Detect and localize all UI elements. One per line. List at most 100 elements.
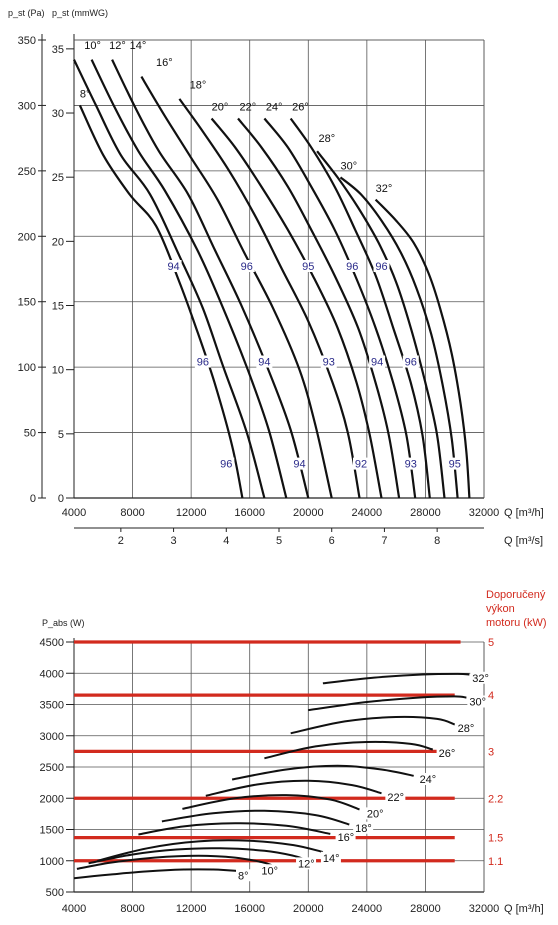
power-label-bg [296,857,317,870]
efficiency-label-bg [446,457,463,470]
x-tick-label: 24000 [352,507,383,519]
blade-angle-label: 20° [212,102,229,114]
blade-angle-curve [111,59,310,499]
power-curve-label: 12° [298,858,315,870]
power-axes: 4000 8000 12000 16000 20000 24000 28000 3200050… [40,637,500,915]
power-curve [76,854,273,870]
mmwg-tick-label: 35 [52,44,64,56]
pa-tick-label: 250 [18,166,36,178]
power-curve-label: 18° [355,823,372,835]
blade-angle-curve [78,104,244,499]
q-m3s-tick-label: 2 [118,535,124,547]
power-curve-label: 14° [323,853,340,865]
motor-power-label: 1.5 [488,833,503,845]
q-m3s-axis-title: Q [m³/s] [504,535,543,547]
efficiency-label: 96 [375,261,387,273]
motor-power-lines: 5 4 3 2.2 1.5 1.1 [74,637,503,868]
blade-angle-label: 32° [376,183,393,195]
power-curve-label: 8° [238,870,249,882]
x-tick-label: 16000 [234,903,265,915]
mmwg-tick-label: 30 [52,108,64,120]
power-curve-label: 32° [472,673,489,685]
efficiency-label: 92 [355,459,367,471]
efficiency-label: 94 [258,357,270,369]
motor-power-label: 1.1 [488,856,503,868]
power-label-bg [259,864,280,877]
x-tick-label: 32000 [469,903,500,915]
blade-angle-label: 14° [130,40,147,52]
power-tick-label: 1500 [40,825,64,837]
blade-angle-curve [263,117,417,499]
x-tick-label: 8000 [120,507,144,519]
power-axis-label: P_abs (W) [42,618,85,628]
q-m3s-tick-label: 5 [276,535,282,547]
q-m3s-tick-label: 3 [171,535,177,547]
power-curve [231,764,414,781]
power-label-bg [236,869,256,882]
efficiency-label: 96 [241,261,253,273]
motor-title-line: Doporučený [486,589,546,601]
efficiency-label-bg [373,260,390,272]
x-tick-label: 20000 [293,507,324,519]
efficiency-label-bg [402,355,419,368]
power-curve [264,740,434,760]
q-m3s-tick-label: 7 [381,535,387,547]
power-curve [138,822,331,836]
efficiency-label: 95 [449,459,461,471]
efficiency-label: 94 [293,459,305,471]
pressure-curve-labels: 8° 10° 12° 14° 16° 18° 20° 22° 24° 26° 28° 30° 32° [80,40,392,195]
motor-power-label: 4 [488,690,494,702]
efficiency-label: 94 [371,357,383,369]
blade-angle-label: 10° [84,40,101,52]
mmwg-axis-label: p_st (mmWG) [52,8,108,18]
x-tick-label: 4000 [62,903,86,915]
blade-angle-label: 26° [292,102,309,114]
blade-angle-label: 30° [341,161,358,173]
efficiency-label-bg [402,457,419,470]
mmwg-tick-label: 0 [58,493,64,505]
efficiency-label: 96 [197,357,209,369]
motor-title-line: výkon [486,603,515,615]
x-tick-label: 24000 [352,903,383,915]
efficiency-label-bg [165,260,182,272]
pa-tick-label: 0 [30,493,36,505]
mmwg-tick-label: 10 [52,365,64,377]
power-curve-label: 20° [367,808,384,820]
x-tick-label: 12000 [176,507,207,519]
power-label-bg [470,671,491,684]
power-tick-label: 3500 [40,700,64,712]
efficiency-label: 96 [346,261,358,273]
efficiency-label-bg [256,355,273,368]
efficiency-label-bg [218,457,235,470]
blade-angle-label: 16° [156,57,173,69]
power-curve-label: 28° [458,723,475,735]
pa-tick-label: 200 [18,231,36,243]
power-curve [205,779,382,797]
power-label-bg [436,746,457,759]
power-curves [73,672,470,880]
power-curve-label: 16° [338,832,355,844]
motor-title-line: motoru (kW) [486,617,547,629]
blade-angle-curve [339,176,459,499]
x-tick-label: 28000 [410,507,441,519]
motor-power-label: 2.2 [488,793,503,805]
power-label-bg [467,695,488,708]
q-m3h-axis-title: Q [m³/h] [504,507,544,519]
power-tick-label: 4000 [40,668,64,680]
pa-tick-label: 50 [24,428,36,440]
efficiency-label-bg [300,260,317,272]
blade-angle-curve [289,117,431,499]
motor-power-label: 3 [488,746,494,758]
power-tick-label: 500 [46,887,64,899]
pressure-axes: 4000 8000 12000 16000 20000 24000 28000 3200005… [18,34,499,547]
blade-angle-curve [237,117,401,499]
efficiency-label-bg [353,457,369,470]
pressure-chart: p_st (Pa) p_st (mmWG) 4000 8000 12000 16000… [8,8,544,547]
power-tick-label: 1000 [40,856,64,868]
power-curve [322,672,470,685]
power-label-bg [335,831,356,844]
efficiency-label-bg [291,457,308,470]
efficiency-label: 93 [405,459,417,471]
x-tick-label: 4000 [62,507,86,519]
